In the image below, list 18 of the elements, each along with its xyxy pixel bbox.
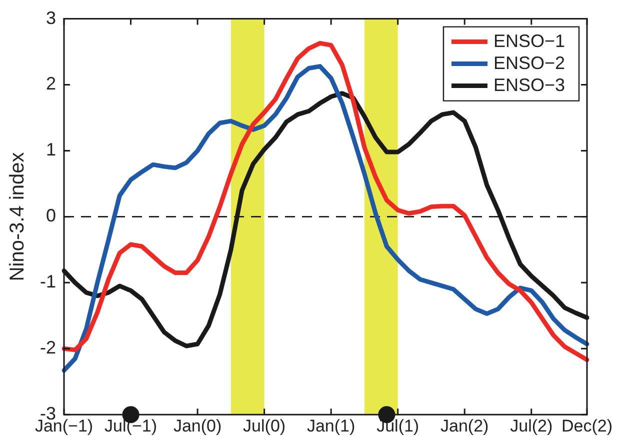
y-tick-label: 2 <box>46 74 56 94</box>
legend-label: ENSO−3 <box>493 74 566 95</box>
legend-label: ENSO−2 <box>493 52 566 73</box>
y-tick-label: 0 <box>46 206 56 226</box>
x-tick-label: Jan(1) <box>306 416 356 436</box>
y-axis-title: Nino-3.4 index <box>6 152 29 282</box>
y-tick-label: 3 <box>46 8 56 28</box>
x-tick-label: Jul(−1) <box>104 416 157 436</box>
legend-label: ENSO−1 <box>493 30 566 51</box>
x-tick-label: Dec(2) <box>561 416 613 436</box>
x-tick-label: Jul(1) <box>376 416 420 436</box>
x-tick-label: Jul(0) <box>243 416 286 436</box>
y-tick-label: -2 <box>40 338 56 358</box>
x-tick-label: Jan(2) <box>440 416 489 436</box>
x-tick-label: Jan(0) <box>173 416 222 436</box>
y-tick-label: 1 <box>46 140 56 160</box>
x-tick-label: Jul(2) <box>510 416 553 436</box>
y-tick-label: -1 <box>40 272 56 292</box>
